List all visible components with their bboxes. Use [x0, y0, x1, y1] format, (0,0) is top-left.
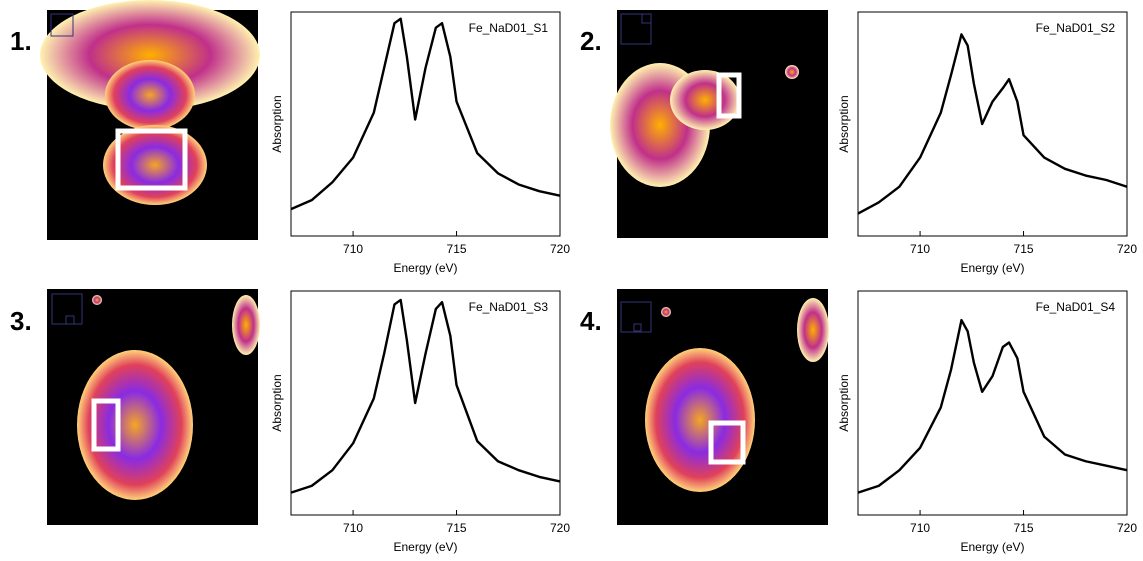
- panel-label: 2.: [580, 26, 602, 56]
- x-tick-label: 720: [1117, 242, 1137, 256]
- x-tick-label: 720: [1117, 521, 1137, 535]
- x-tick-label: 720: [550, 521, 570, 535]
- x-tick-label: 710: [343, 521, 363, 535]
- spectrum-line: [290, 17, 561, 211]
- x-axis-label: Energy (eV): [393, 540, 457, 554]
- x-tick-label: 710: [343, 242, 363, 256]
- plot-frame: [857, 11, 1128, 237]
- map-image: [617, 289, 829, 525]
- y-axis-label: Absorption: [270, 95, 284, 152]
- plot-frame: [290, 290, 561, 516]
- chart-title: Fe_NaD01_S4: [1036, 300, 1116, 314]
- map-image: [40, 0, 260, 240]
- map-image: [47, 289, 260, 525]
- chart-title: Fe_NaD01_S1: [469, 21, 549, 35]
- x-axis-label: Energy (eV): [960, 540, 1024, 554]
- plot-frame: [857, 290, 1128, 516]
- x-tick-label: 715: [1014, 242, 1034, 256]
- spectrum-line: [857, 318, 1128, 494]
- x-tick-label: 715: [447, 521, 467, 535]
- chart-title: Fe_NaD01_S2: [1036, 21, 1116, 35]
- map-image: [610, 10, 828, 238]
- x-tick-label: 720: [550, 242, 570, 256]
- x-tick-label: 715: [1014, 521, 1034, 535]
- panel-label: 3.: [10, 306, 32, 336]
- y-axis-label: Absorption: [270, 374, 284, 431]
- x-tick-label: 710: [910, 521, 930, 535]
- x-axis-label: Energy (eV): [393, 261, 457, 275]
- x-tick-label: 710: [910, 242, 930, 256]
- spectrum-line: [857, 33, 1128, 215]
- panel-label: 4.: [580, 306, 602, 336]
- plot-frame: [290, 11, 561, 237]
- y-axis-label: Absorption: [837, 95, 851, 152]
- x-axis-label: Energy (eV): [960, 261, 1024, 275]
- panel-label: 1.: [10, 26, 32, 56]
- spectrum-line: [290, 298, 561, 494]
- chart-title: Fe_NaD01_S3: [469, 300, 549, 314]
- x-tick-label: 715: [447, 242, 467, 256]
- y-axis-label: Absorption: [837, 374, 851, 431]
